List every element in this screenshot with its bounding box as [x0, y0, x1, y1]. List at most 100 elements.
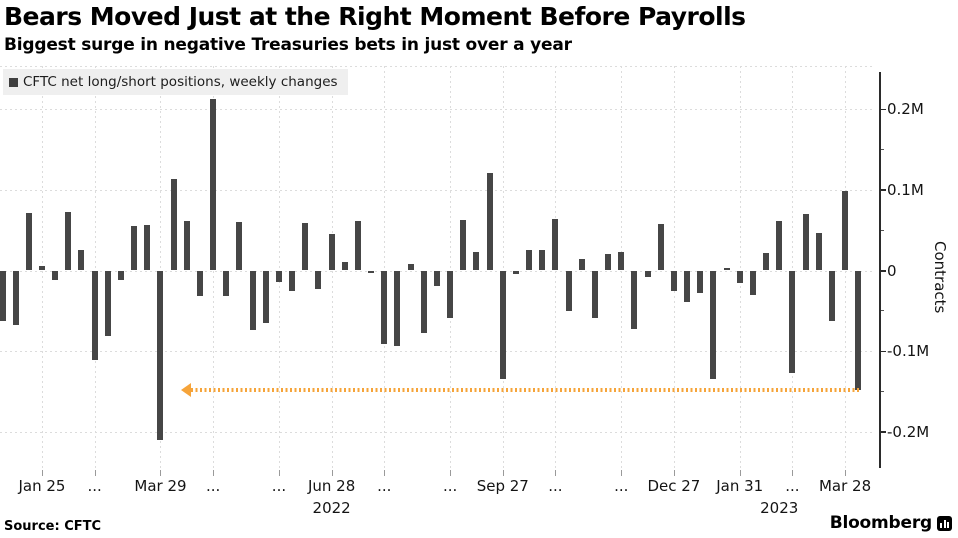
gridline-vertical — [673, 66, 675, 470]
x-tick-label: ... — [87, 477, 102, 495]
bar — [512, 270, 519, 274]
gridline-vertical — [450, 66, 452, 470]
bar — [52, 270, 59, 281]
bar — [170, 179, 177, 271]
year-label: 2023 — [760, 499, 799, 517]
bar — [91, 270, 98, 361]
bar — [684, 270, 691, 302]
y-tick-label: 0.1M — [887, 180, 924, 199]
bar — [262, 270, 269, 323]
gridline-vertical — [739, 66, 741, 470]
annotation-arrowhead-icon — [180, 382, 191, 397]
page-title: Bears Moved Just at the Right Moment Bef… — [4, 2, 746, 31]
x-tick-label: ... — [785, 477, 800, 495]
y-axis-minor-tick — [879, 310, 884, 312]
bar — [776, 221, 783, 271]
x-tick-label: ... — [205, 477, 221, 495]
bar — [249, 270, 256, 331]
bar — [526, 250, 533, 271]
bar — [328, 234, 335, 271]
bar — [236, 222, 243, 271]
bar — [38, 265, 45, 271]
bar — [657, 223, 664, 271]
bar — [723, 268, 730, 271]
gridline-vertical — [792, 66, 794, 470]
legend: CFTC net long/short positions, weekly ch… — [3, 69, 348, 95]
y-tick-label: 0.2M — [887, 100, 924, 119]
bar — [368, 270, 375, 273]
brand-name: Bloomberg — [829, 513, 933, 533]
x-axis-tick — [41, 470, 43, 476]
gridline-vertical — [384, 66, 386, 470]
bar — [289, 270, 296, 292]
y-axis-tick — [879, 431, 886, 433]
bar — [789, 270, 796, 373]
y-axis-title: Contracts — [931, 240, 949, 314]
y-tick-label: -0.2M — [887, 422, 930, 441]
bar — [710, 270, 717, 379]
bar — [565, 270, 572, 311]
bar — [631, 270, 638, 329]
y-tick-label: 0 — [887, 261, 897, 280]
bar — [473, 251, 480, 271]
x-tick-label: Mar 29 — [134, 477, 187, 495]
bar — [644, 270, 651, 277]
gridline-vertical — [160, 66, 162, 470]
annotation-dotted-line — [190, 387, 862, 392]
bar — [407, 264, 414, 271]
bar — [591, 270, 598, 319]
x-axis-tick — [94, 470, 96, 476]
bar — [736, 270, 743, 283]
y-axis-minor-tick — [879, 148, 884, 150]
x-tick-label: ... — [377, 477, 392, 495]
y-axis-minor-tick — [879, 229, 884, 231]
legend-marker-icon — [9, 77, 18, 87]
y-axis-minor-tick — [879, 391, 884, 393]
bar — [315, 270, 322, 290]
x-axis-tick — [450, 470, 452, 476]
bar — [157, 270, 164, 440]
x-tick-label: ... — [614, 477, 629, 495]
x-axis-tick — [278, 470, 280, 476]
bar — [605, 253, 612, 271]
bar — [381, 270, 388, 344]
x-axis-tick — [792, 470, 794, 476]
bar — [749, 270, 756, 295]
bar — [828, 270, 835, 322]
bar — [275, 270, 282, 282]
year-label: 2022 — [312, 499, 351, 517]
bar — [131, 226, 138, 271]
x-axis-tick — [384, 470, 386, 476]
y-tick-label: -0.1M — [887, 342, 930, 361]
bar — [578, 259, 585, 271]
x-axis-tick — [213, 470, 215, 476]
x-tick-label: Jan 31 — [716, 477, 764, 495]
bar — [539, 250, 546, 271]
bar — [552, 218, 559, 271]
gridline-vertical — [502, 66, 504, 470]
bar — [12, 270, 19, 326]
gridline-horizontal — [0, 109, 875, 111]
bar — [144, 224, 151, 271]
x-axis-tick — [502, 470, 504, 476]
x-tick-label: Mar 28 — [818, 477, 872, 495]
bar — [196, 270, 203, 296]
bar — [433, 270, 440, 286]
bar — [394, 270, 401, 347]
bar — [0, 270, 6, 322]
bar — [499, 270, 506, 380]
gridline-vertical — [278, 66, 280, 470]
gridline-vertical — [94, 66, 96, 470]
plot-area: CFTC net long/short positions, weekly ch… — [0, 60, 958, 538]
bar — [486, 172, 493, 271]
y-axis-tick — [879, 189, 886, 191]
bar — [670, 270, 677, 292]
plot-top-border — [0, 66, 875, 67]
bar — [354, 221, 361, 271]
bar — [855, 270, 862, 390]
x-tick-label: Jun 28 — [307, 477, 356, 495]
x-axis-tick — [739, 470, 741, 476]
x-tick-label: ... — [442, 477, 458, 495]
x-tick-label: Sep 27 — [476, 477, 529, 495]
